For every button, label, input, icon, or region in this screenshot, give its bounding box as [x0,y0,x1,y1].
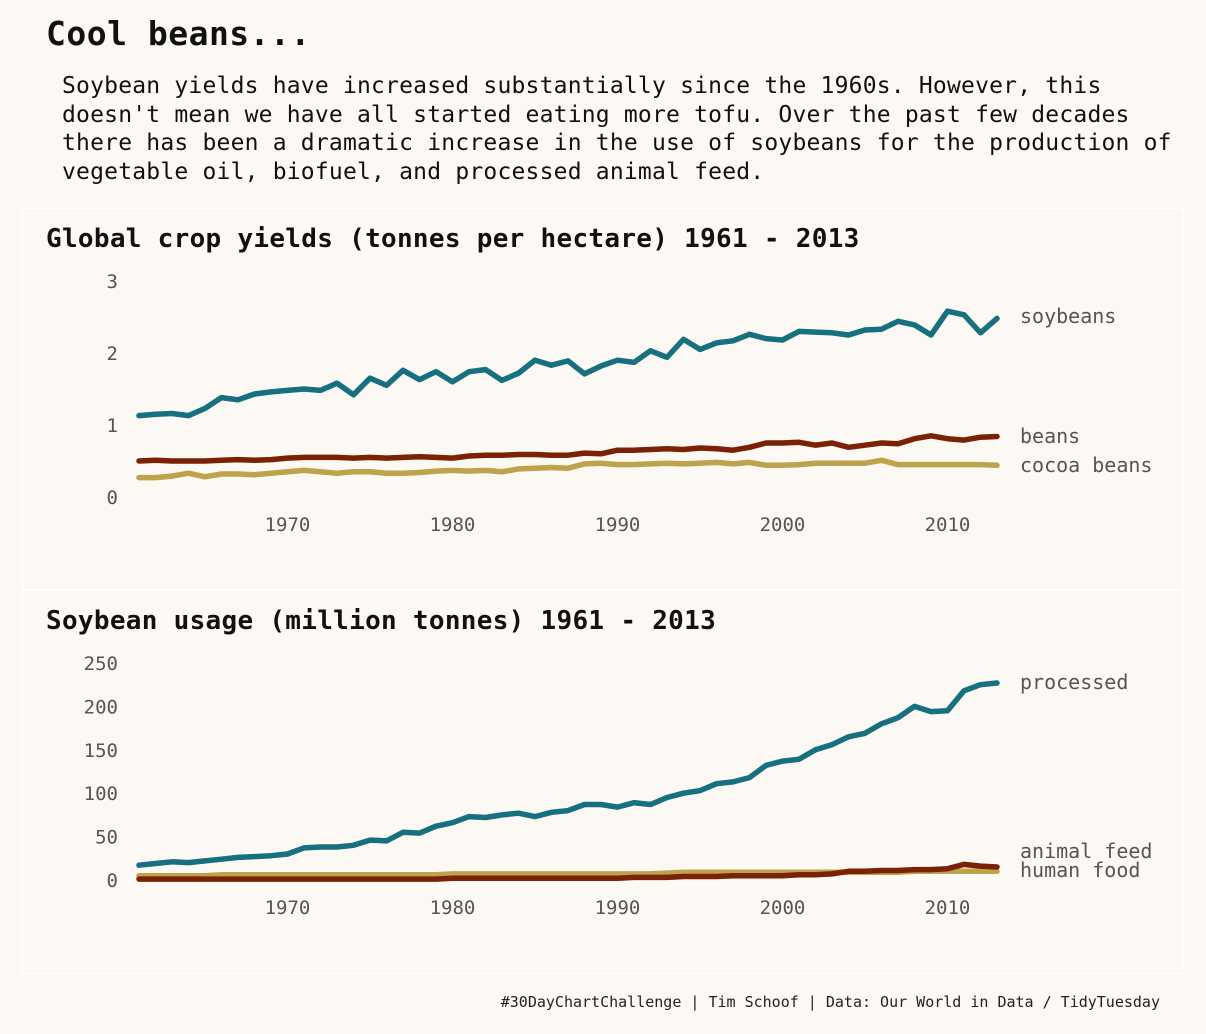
yields-y-tick-label: 3 [107,271,118,293]
yields-y-tick-label: 2 [107,343,118,365]
usage-x-tick-label: 2010 [925,897,971,919]
yields-panel [22,208,1184,590]
page-title: Cool beans... [46,14,311,53]
usage-panel [22,590,1184,974]
usage-chart: 0 50 100 150 200 250 1970 1980 1990 2000 2010 proce… [84,653,1153,919]
yields-y-tick-label: 0 [107,487,118,509]
yields-series-cocoa-beans-line [136,457,1000,481]
usage-series-label-human-food: human food [1020,858,1140,882]
usage-y-tick-label: 50 [95,827,118,849]
usage-y-tick-label: 150 [84,740,118,762]
page-subtitle: Soybean yields have increased substantia… [62,73,1172,185]
usage-x-tick-label: 2000 [760,897,806,919]
yields-x-tick-label: 2000 [760,514,806,536]
yields-x-tick-label: 2010 [925,514,971,536]
usage-chart-title: Soybean usage (million tonnes) 1961 - 20… [46,606,717,636]
yields-x-tick-label: 1980 [430,514,476,536]
usage-x-tick-label: 1980 [430,897,476,919]
yields-chart-title: Global crop yields (tonnes per hectare) … [46,224,860,254]
yields-series-label-cocoa-beans: cocoa beans [1020,453,1152,477]
usage-y-tick-label: 250 [84,653,118,675]
yields-series-soybeans-line [136,308,1000,419]
usage-series-label-animal-feed: animal feed [1020,839,1152,863]
usage-y-tick-label: 100 [84,783,118,805]
yields-chart: 0 1 2 3 1970 1980 1990 2000 2010 soybeans beans coc… [107,271,1153,536]
yields-series-beans-line [136,433,1000,464]
usage-y-tick-label: 200 [84,696,118,718]
yields-series-label-soybeans: soybeans [1020,304,1116,328]
yields-x-tick-label: 1970 [265,514,311,536]
caption: #30DayChartChallenge | Tim Schoof | Data… [500,993,1160,1011]
usage-series-processed-line [136,680,1000,868]
yields-x-tick-label: 1990 [595,514,641,536]
yields-y-tick-label: 1 [107,415,118,437]
usage-x-tick-label: 1970 [265,897,311,919]
usage-y-tick-label: 0 [107,870,118,892]
usage-series-label-processed: processed [1020,670,1128,694]
usage-x-tick-label: 1990 [595,897,641,919]
usage-series-animal-feed-line [136,861,1000,882]
yields-series-label-beans: beans [1020,424,1080,448]
